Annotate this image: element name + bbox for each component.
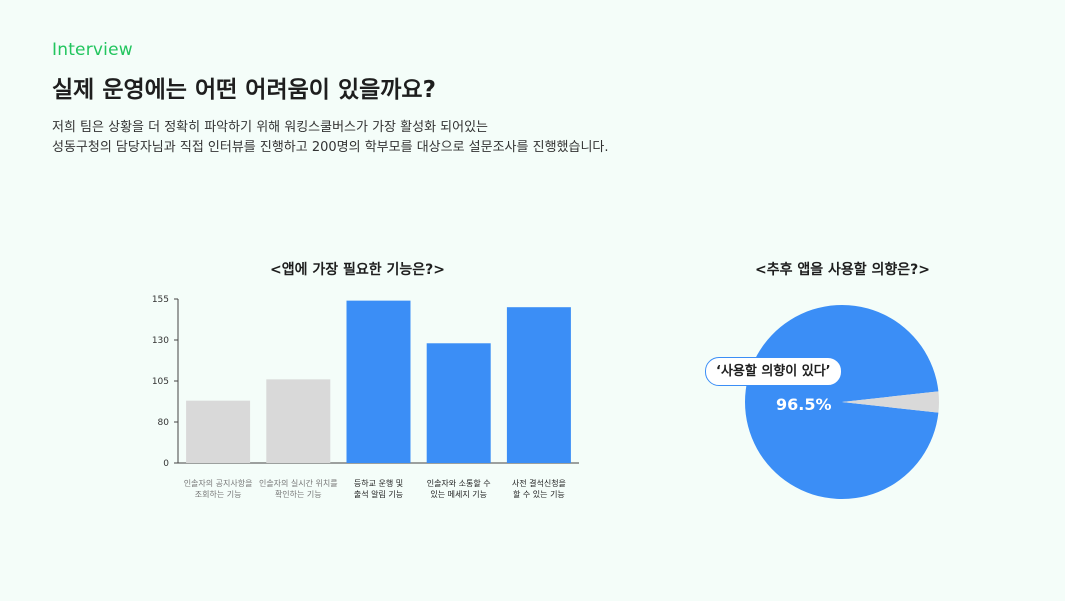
description-line-2: 성동구청의 담당자님과 직접 인터뷰를 진행하고 200명의 학부모를 대상으로… xyxy=(52,140,609,155)
x-tick-label: 조회하는 기능 xyxy=(195,489,242,499)
description-line-1: 저희 팀은 상황을 더 정확히 파악하기 위해 워킹스쿨버스가 가장 활성화 되… xyxy=(52,120,489,135)
pie-chart-title: <추후 앱을 사용할 의향은?> xyxy=(754,262,930,278)
x-tick-label: 할 수 있는 기능 xyxy=(513,489,565,499)
bar xyxy=(346,300,411,463)
y-tick-label: 105 xyxy=(152,377,169,387)
x-tick-label: 확인하는 기능 xyxy=(275,489,322,499)
pie-slice xyxy=(842,391,939,413)
page-title: 실제 운영에는 어떤 어려움이 있을까요? xyxy=(52,77,436,103)
pie-callout-label: ‘사용할 의향이 있다’ xyxy=(705,357,842,386)
x-tick-label: 등하교 운행 및 xyxy=(354,478,403,488)
x-tick-label: 출석 알림 기능 xyxy=(354,489,403,499)
x-tick-label: 있는 메세지 기능 xyxy=(430,489,487,499)
pie-chart xyxy=(744,305,939,499)
bar xyxy=(426,343,491,463)
section-eyebrow: Interview xyxy=(52,40,133,60)
y-tick-label: 130 xyxy=(152,336,169,346)
bar-chart-title: <앱에 가장 필요한 기능은?> xyxy=(269,262,445,278)
y-tick-label: 80 xyxy=(158,418,170,428)
x-tick-label: 인솔자의 실시간 위치를 xyxy=(259,478,338,488)
pie-value-label: 96.5% xyxy=(776,395,832,414)
description: 저희 팀은 상황을 더 정확히 파악하기 위해 워킹스쿨버스가 가장 활성화 되… xyxy=(52,118,609,158)
pie-slice xyxy=(744,305,939,499)
x-tick-label: 인솔자와 소통할 수 xyxy=(427,478,491,488)
bar xyxy=(186,400,251,463)
bar xyxy=(506,307,571,463)
x-tick-label: 사전 결석신청을 xyxy=(512,478,566,488)
y-tick-label: 155 xyxy=(152,295,169,305)
x-tick-label: 인솔자의 공지사항을 xyxy=(184,478,253,488)
bar xyxy=(266,379,331,463)
y-tick-label: 0 xyxy=(163,459,169,469)
